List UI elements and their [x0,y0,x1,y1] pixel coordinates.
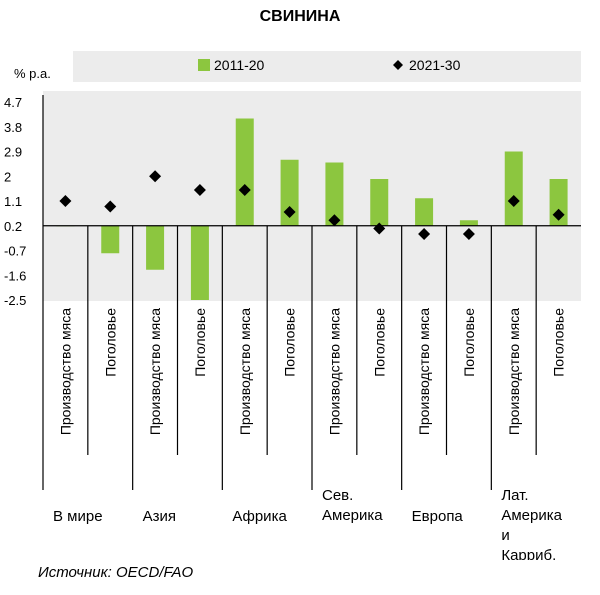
legend-swatch-2021-30 [393,60,403,70]
bar [370,179,389,226]
source-note: Источник: OECD/FAO [38,564,194,581]
chart-title: СВИНИНА [259,8,341,25]
diamond-marker [59,195,72,207]
bar [101,225,120,254]
y-tick-label: 2.9 [4,145,22,160]
diamond-marker [238,184,251,196]
category-label: Поголовье [371,308,387,377]
category-label: Производство мяса [506,308,522,435]
diamond-marker [462,228,475,240]
bar [325,162,344,226]
category-labels: Производство мяса Поголовье Производство м… [57,308,566,435]
category-label: Производство мяса [416,308,432,435]
bar [415,198,434,226]
y-axis-ticks: 4.7 3.8 2.9 2 1.1 0.2 -0.7 -1.6 -2.5 [4,95,26,308]
bar [146,225,165,270]
diamond-marker [283,206,296,218]
diamond-marker [328,214,341,227]
category-label: Производство мяса [237,308,253,435]
diamond-marker [507,195,520,207]
y-tick-label: 4.7 [4,95,22,110]
category-label: Поголовье [192,308,208,377]
group-labels: В мире Азия Африка Сев. Америка Европа Лат. Аме… [53,487,563,560]
group-label: Азия [143,508,176,525]
category-label: Поголовье [282,308,298,377]
category-label: Производство мяса [147,308,163,435]
y-tick-label: 3.8 [4,120,22,135]
diamond-marker [104,200,117,213]
y-tick-label: -2.5 [4,293,26,308]
group-label: Сев. Америка [322,487,383,524]
y-tick-label: 1.1 [4,194,22,209]
category-label: Поголовье [551,308,567,377]
bar [459,220,478,226]
legend-swatch-2011-20 [198,59,210,71]
y-tick-label: 2 [4,169,11,184]
bar [504,151,523,226]
legend-background [73,51,581,82]
legend-label-2021-30: 2021-30 [409,57,461,73]
pork-growth-chart: % p.a. 2011-20 2021-30 4.7 3.8 2.9 2 1.1 0.2 -0… [4,51,581,560]
bar [280,159,299,226]
diamond-marker [149,170,162,183]
category-label: Поголовье [461,308,477,377]
diamond-marker [552,208,565,221]
y-tick-label: -1.6 [4,268,26,283]
group-label: В мире [53,508,103,525]
y-tick-label: 0.2 [4,219,22,234]
category-label: Производство мяса [57,308,73,435]
diamond-marker [418,228,431,240]
y-axis-label: % p.a. [14,66,51,81]
group-label: Африка [232,508,287,525]
diamond-marker [193,184,206,196]
bar [235,118,254,226]
group-label: Европа [412,508,464,525]
bar-series [56,118,568,300]
bar [190,225,209,300]
legend: 2011-20 2021-30 [198,57,461,73]
category-label: Производство мяса [326,308,342,435]
y-tick-label: -0.7 [4,244,26,259]
legend-label-2011-20: 2011-20 [214,57,265,73]
axes [42,95,581,490]
category-label: Поголовье [102,308,118,377]
